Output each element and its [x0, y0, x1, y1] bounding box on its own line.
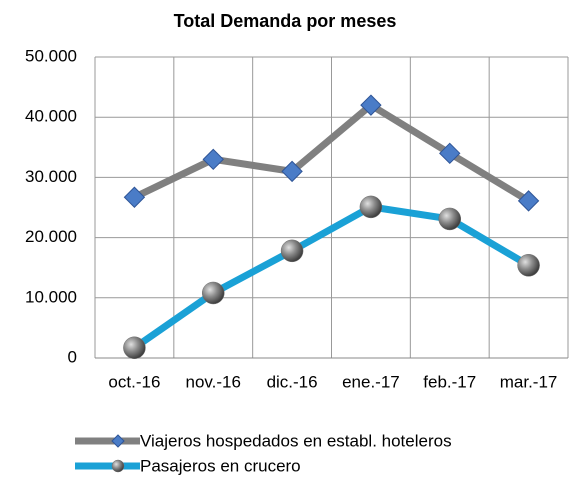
- marker: [123, 186, 146, 208]
- x-tick-label: feb.-17: [423, 372, 476, 391]
- marker: [281, 160, 303, 183]
- marker: [359, 195, 383, 219]
- marker: [438, 207, 461, 231]
- y-tick-label: 0: [68, 347, 77, 366]
- marker: [123, 336, 146, 360]
- x-tick-label: mar.-17: [500, 372, 558, 391]
- chart-title: Total Demanda por meses: [174, 11, 397, 31]
- y-tick-label: 20.000: [25, 227, 77, 246]
- marker: [360, 94, 382, 116]
- y-tick-label: 10.000: [25, 287, 77, 306]
- x-tick-label: dic.-16: [267, 372, 318, 391]
- series-line: [132, 101, 531, 204]
- legend-label: Viajeros hospedados en establ. hoteleros: [140, 431, 452, 450]
- legend-label: Pasajeros en crucero: [140, 456, 301, 475]
- marker: [517, 254, 540, 277]
- marker: [280, 239, 304, 263]
- series-line: [132, 203, 531, 351]
- y-tick-label: 30.000: [25, 167, 77, 186]
- x-tick-label: nov.-16: [186, 372, 241, 391]
- x-tick-label: ene.-17: [342, 372, 400, 391]
- legend-marker: [111, 434, 125, 448]
- x-tick-label: oct.-16: [108, 372, 160, 391]
- marker: [439, 142, 461, 165]
- y-tick-label: 40.000: [25, 107, 77, 126]
- legend-marker: [111, 459, 125, 473]
- marker: [202, 281, 225, 305]
- y-tick-label: 50.000: [25, 46, 77, 65]
- marker: [517, 190, 540, 212]
- marker: [202, 148, 224, 171]
